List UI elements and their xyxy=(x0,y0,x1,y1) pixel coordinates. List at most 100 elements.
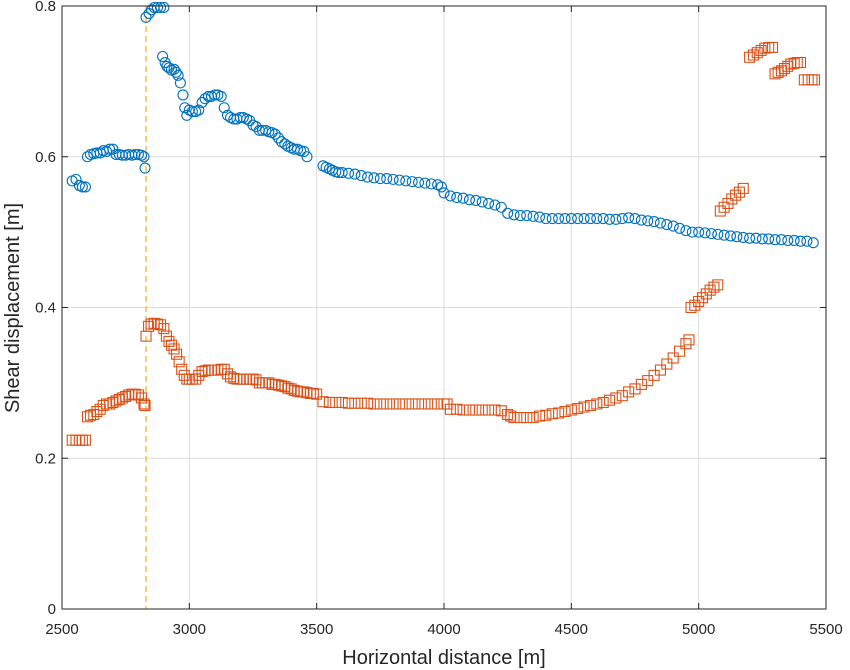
data-point-circle xyxy=(79,181,91,193)
data-point-circle xyxy=(642,215,654,227)
data-point-circle xyxy=(775,234,787,246)
data-point-circle xyxy=(763,233,775,245)
data-point-square xyxy=(755,44,767,57)
data-point-circle xyxy=(521,209,533,222)
data-point-circle xyxy=(527,210,539,222)
data-point-square xyxy=(463,404,476,416)
data-point-circle xyxy=(578,213,590,225)
y-axis-label: Shear displacement [m] xyxy=(2,203,24,413)
x-axis-label: Horizontal distance [m] xyxy=(342,647,545,669)
data-point-square xyxy=(514,411,526,424)
data-point-circle xyxy=(603,213,616,225)
axis-ticks xyxy=(61,5,827,610)
data-point-circle xyxy=(425,178,437,190)
data-point-circle xyxy=(76,181,88,193)
data-point-square xyxy=(196,366,208,378)
data-point-square xyxy=(228,372,240,384)
data-point-square xyxy=(171,348,183,360)
data-point-circle xyxy=(158,1,170,14)
data-point-square xyxy=(145,318,157,330)
data-point-circle xyxy=(193,104,205,116)
data-point-circle xyxy=(724,230,737,242)
data-point-circle xyxy=(540,213,552,225)
data-point-circle xyxy=(342,167,355,179)
data-point-square xyxy=(759,42,771,54)
data-point-circle xyxy=(435,181,448,193)
data-point-circle xyxy=(788,234,800,246)
data-point-circle xyxy=(362,171,374,183)
data-point-square xyxy=(708,281,720,293)
data-point-circle xyxy=(661,219,673,231)
data-point-square xyxy=(285,383,297,395)
data-point-square xyxy=(788,57,800,69)
data-point-circle xyxy=(419,177,431,189)
data-point-circle xyxy=(406,176,418,188)
data-point-circle xyxy=(680,225,692,237)
data-point-square xyxy=(317,396,329,408)
data-point-circle xyxy=(444,190,456,202)
data-point-circle xyxy=(693,226,705,238)
data-point-circle xyxy=(368,172,380,184)
data-point-square xyxy=(489,404,501,416)
x-tick-label: 2500 xyxy=(45,621,78,638)
data-point-circle xyxy=(215,90,227,102)
data-point-square xyxy=(330,396,342,409)
data-point-circle xyxy=(170,66,182,78)
data-point-square xyxy=(132,389,144,401)
data-point-square xyxy=(661,358,673,370)
data-point-circle xyxy=(597,213,609,225)
data-point-circle xyxy=(177,89,189,101)
data-point-square xyxy=(597,396,609,409)
data-point-square xyxy=(247,373,259,385)
data-point-circle xyxy=(196,96,208,109)
data-point-circle xyxy=(272,132,285,144)
data-point-square xyxy=(368,398,380,410)
data-point-circle xyxy=(635,214,647,226)
data-point-square xyxy=(432,398,444,410)
data-point-square xyxy=(138,398,150,410)
data-point-square xyxy=(766,41,779,54)
data-point-circle xyxy=(209,89,221,101)
data-point-square xyxy=(279,381,291,393)
data-point-square xyxy=(693,295,705,308)
data-point-circle xyxy=(533,211,546,223)
data-point-square xyxy=(272,379,285,391)
data-point-circle xyxy=(508,209,520,221)
data-point-circle xyxy=(381,173,393,185)
data-point-square xyxy=(565,404,577,416)
data-point-circle xyxy=(712,228,724,240)
data-point-circle xyxy=(139,162,151,174)
data-point-square xyxy=(476,404,488,416)
data-point-circle xyxy=(629,213,641,225)
data-point-circle xyxy=(463,194,476,206)
data-point-square xyxy=(737,182,749,194)
data-point-square xyxy=(782,60,794,72)
data-point-square xyxy=(129,388,141,400)
data-point-circle xyxy=(674,222,686,234)
data-point-square xyxy=(635,378,647,390)
data-point-square xyxy=(190,373,202,385)
data-point-circle xyxy=(355,170,367,182)
data-point-square xyxy=(451,403,463,415)
data-point-circle xyxy=(374,173,386,185)
data-point-square xyxy=(718,201,730,213)
data-point-circle xyxy=(705,228,717,240)
data-point-square xyxy=(540,409,552,421)
data-point-circle xyxy=(387,173,399,185)
x-tick-label: 3500 xyxy=(300,621,333,638)
data-point-square xyxy=(444,403,456,415)
data-point-square xyxy=(84,409,97,421)
y-tick-label: 0.6 xyxy=(35,149,56,166)
data-point-circle xyxy=(565,213,577,225)
data-point-square xyxy=(91,405,103,418)
tick-labels: 2500 3000 3500 4000 4500 5000 5500 0 0.2 0.4 0.6 0.… xyxy=(35,0,843,638)
data-point-circle xyxy=(476,196,488,208)
data-point-circle xyxy=(336,167,348,179)
data-point-circle xyxy=(807,237,819,249)
data-point-square xyxy=(712,279,724,291)
data-point-circle xyxy=(489,199,501,211)
data-point-circle xyxy=(438,187,450,199)
data-point-circle xyxy=(186,105,198,118)
data-point-square xyxy=(591,398,603,410)
data-point-square xyxy=(685,301,697,314)
